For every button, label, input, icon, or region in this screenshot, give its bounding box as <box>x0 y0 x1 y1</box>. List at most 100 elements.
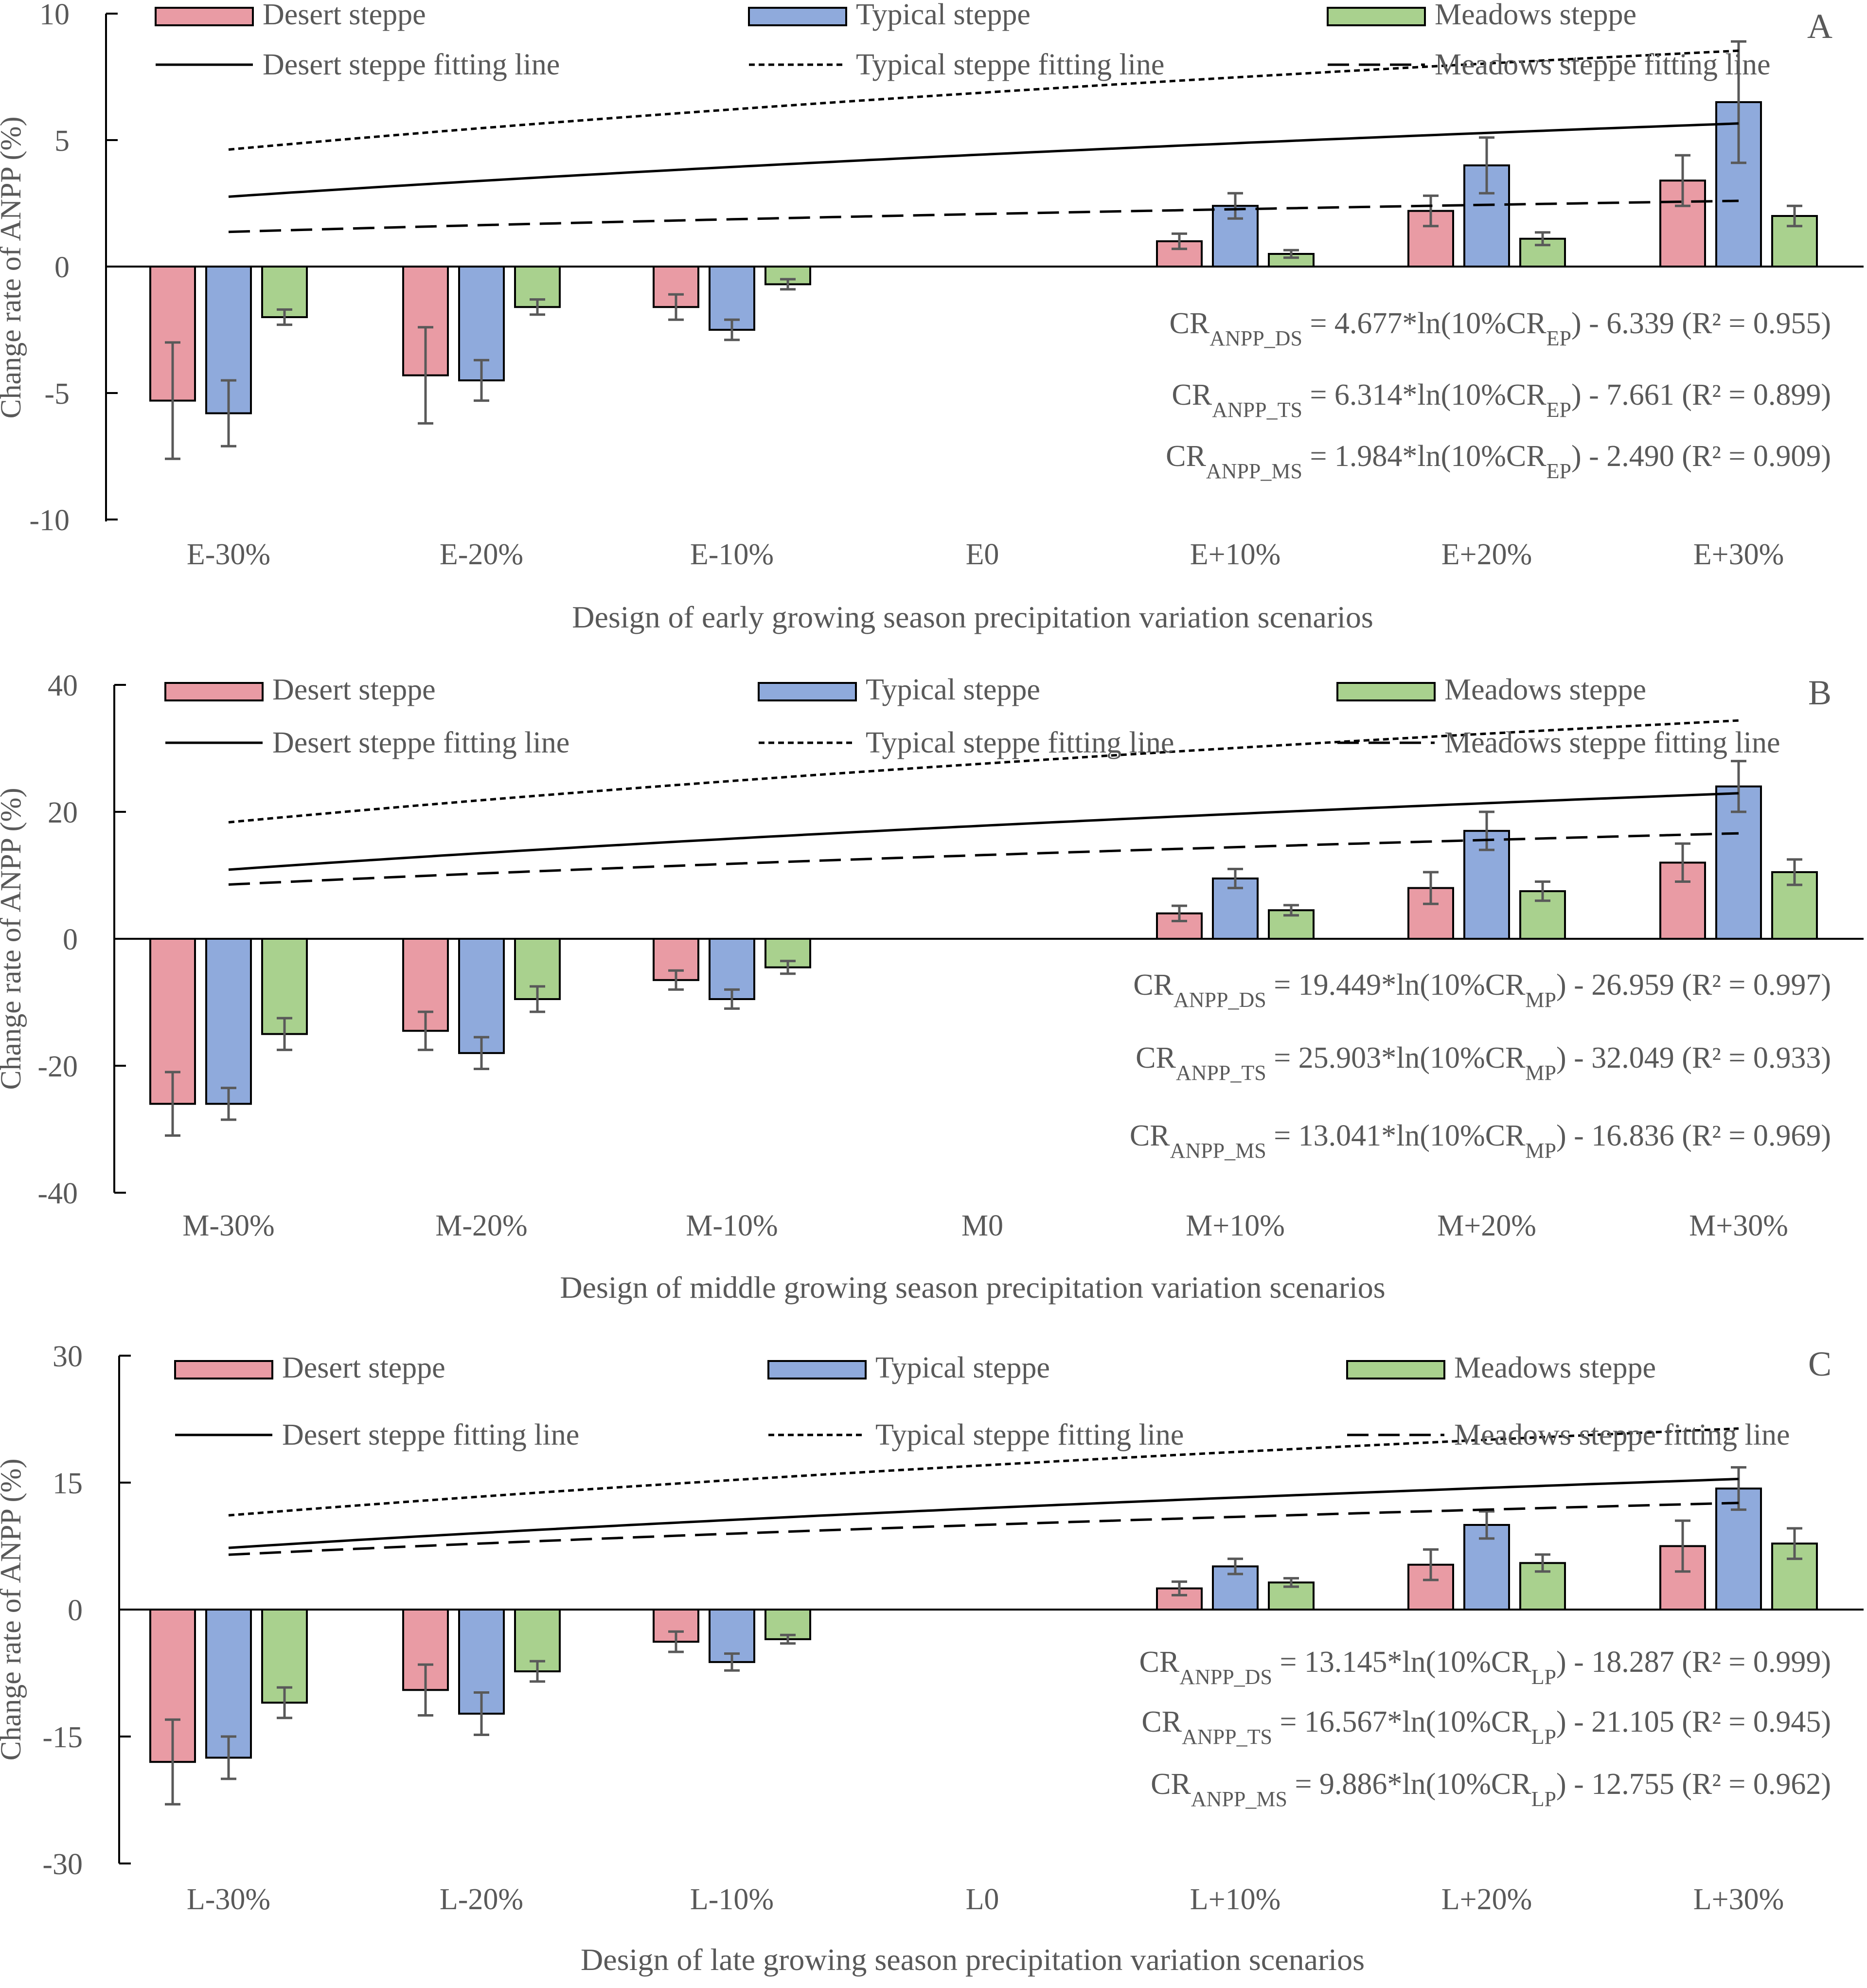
equation-text: ) - 16.836 (R² = 0.969) <box>1556 1119 1831 1152</box>
x-tick-label: E-20% <box>440 538 523 571</box>
equation-text: = 13.145*ln(10%CR <box>1272 1646 1531 1679</box>
regression-equation: CRANPP_TS = 25.903*ln(10%CRMP) - 32.049 … <box>1136 1041 1831 1085</box>
legend-label: Desert steppe fitting line <box>272 726 569 759</box>
equation-text: = 13.041*ln(10%CR <box>1266 1119 1526 1152</box>
equation-text: = 4.677*ln(10%CR <box>1302 307 1547 340</box>
error-bar <box>668 293 684 321</box>
legend-label: Meadows steppe <box>1444 673 1646 706</box>
legend-item: Meadows steppe fitting line <box>1337 726 1780 759</box>
legend-item: Typical steppe <box>748 0 1031 31</box>
legend-item: Desert steppe <box>164 673 436 706</box>
error-bar <box>1787 1527 1802 1560</box>
error-bar <box>221 379 236 448</box>
equation-text: CR <box>1169 307 1209 340</box>
x-tick-label: L-20% <box>440 1883 523 1916</box>
error-bar <box>668 1630 684 1653</box>
error-bar <box>724 318 740 341</box>
legend-item: Desert steppe <box>155 0 426 31</box>
legend-item: Desert steppe fitting line <box>175 1418 579 1451</box>
y-tick-label: -5 <box>44 377 70 411</box>
equation-text: = 9.886*ln(10%CR <box>1287 1768 1531 1801</box>
bar-typical-steppe <box>205 938 252 1105</box>
error-bar <box>1731 1466 1746 1511</box>
y-tick-label: -30 <box>42 1848 83 1881</box>
legend-label: Meadows steppe fitting line <box>1435 48 1770 81</box>
error-bar <box>277 1017 292 1051</box>
equation-text: CR <box>1151 1768 1191 1801</box>
x-tick-label: M0 <box>961 1209 1003 1242</box>
legend-item: Typical steppe fitting line <box>759 726 1174 759</box>
y-axis-title: Change rate of ANPP (%) <box>0 1459 27 1761</box>
x-tick-label: M-30% <box>182 1209 274 1242</box>
error-bar <box>1535 1553 1550 1573</box>
legend-item: Meadows steppe fitting line <box>1347 1418 1790 1451</box>
error-bar <box>1675 1519 1690 1573</box>
y-tick-label: 40 <box>48 669 78 702</box>
regression-equation: CRANPP_TS = 6.314*ln(10%CREP) - 7.661 (R… <box>1172 378 1831 422</box>
regression-equation: CRANPP_MS = 1.984*ln(10%CREP) - 2.490 (R… <box>1166 440 1831 483</box>
equation-subscript: ANPP_DS <box>1209 326 1302 350</box>
bar-meadows-steppe <box>1519 890 1566 940</box>
legend-item: Typical steppe <box>767 1351 1050 1384</box>
legend-swatch <box>767 1360 867 1379</box>
legend-swatch <box>155 7 254 26</box>
equation-text: CR <box>1133 968 1174 1002</box>
legend-swatch <box>164 682 264 701</box>
error-bar <box>530 985 545 1013</box>
legend-label: Typical steppe fitting line <box>856 48 1164 81</box>
y-tick-label: 20 <box>48 796 78 829</box>
error-bar <box>1423 871 1439 905</box>
legend-label: Typical steppe <box>856 0 1031 31</box>
x-tick-label: M+10% <box>1186 1209 1285 1242</box>
x-tick-label: M+20% <box>1437 1209 1536 1242</box>
panel-label: C <box>1808 1344 1831 1383</box>
error-bar <box>1479 1510 1494 1540</box>
error-bar <box>1227 1558 1243 1576</box>
equation-subscript: MP <box>1525 1061 1556 1085</box>
error-bar <box>418 1010 433 1051</box>
error-bar <box>1172 1580 1187 1596</box>
error-bar <box>474 358 489 402</box>
y-tick-label: 0 <box>63 923 78 956</box>
legend-item: Meadows steppe <box>1327 0 1636 31</box>
error-bar <box>530 1660 545 1683</box>
equation-subscript: ANPP_TS <box>1176 1061 1266 1085</box>
error-bar <box>165 1718 180 1806</box>
equation-text: = 25.903*ln(10%CR <box>1266 1041 1526 1075</box>
equation-text: CR <box>1166 440 1206 473</box>
equation-subscript: MP <box>1525 1139 1556 1163</box>
legend-label: Meadows steppe fitting line <box>1444 726 1780 759</box>
error-bar <box>418 1663 433 1717</box>
error-bar <box>780 1633 796 1645</box>
equation-subscript: LP <box>1531 1787 1556 1811</box>
legend-item: Desert steppe fitting line <box>156 48 560 81</box>
x-tick-label: M-10% <box>686 1209 778 1242</box>
error-bar <box>474 1036 489 1071</box>
equation-subscript: ANPP_MS <box>1191 1787 1287 1811</box>
error-bar <box>724 1652 740 1672</box>
equation-subscript: EP <box>1547 398 1571 422</box>
legend-label: Desert steppe <box>263 0 426 31</box>
legend-item: Typical steppe fitting line <box>768 1418 1184 1451</box>
x-tick-label: M-20% <box>435 1209 527 1242</box>
legend-swatch <box>758 682 857 701</box>
legend-item: Desert steppe <box>174 1351 445 1384</box>
bar-typical-steppe <box>709 938 755 1000</box>
legend: Desert steppe Typical steppe Meadows stepp… <box>174 1351 1790 1451</box>
x-tick-label: L0 <box>966 1883 999 1916</box>
legend-label: Desert steppe <box>282 1351 445 1384</box>
error-bar <box>1423 194 1439 228</box>
equation-text: ) - 26.959 (R² = 0.997) <box>1556 968 1831 1002</box>
regression-equation: CRANPP_MS = 13.041*ln(10%CRMP) - 16.836 … <box>1130 1119 1831 1163</box>
error-bar <box>1283 249 1299 259</box>
equation-text: CR <box>1136 1041 1176 1075</box>
legend-label: Meadows steppe <box>1435 0 1636 31</box>
x-tick-label: E+30% <box>1693 538 1784 571</box>
y-tick-label: -20 <box>37 1050 78 1083</box>
error-bar <box>1535 231 1550 247</box>
y-tick-label: 0 <box>68 1594 83 1627</box>
equation-text: CR <box>1172 378 1212 412</box>
legend: Desert steppe Typical steppe Meadows stepp… <box>164 673 1780 759</box>
equation-subscript: MP <box>1525 988 1556 1012</box>
